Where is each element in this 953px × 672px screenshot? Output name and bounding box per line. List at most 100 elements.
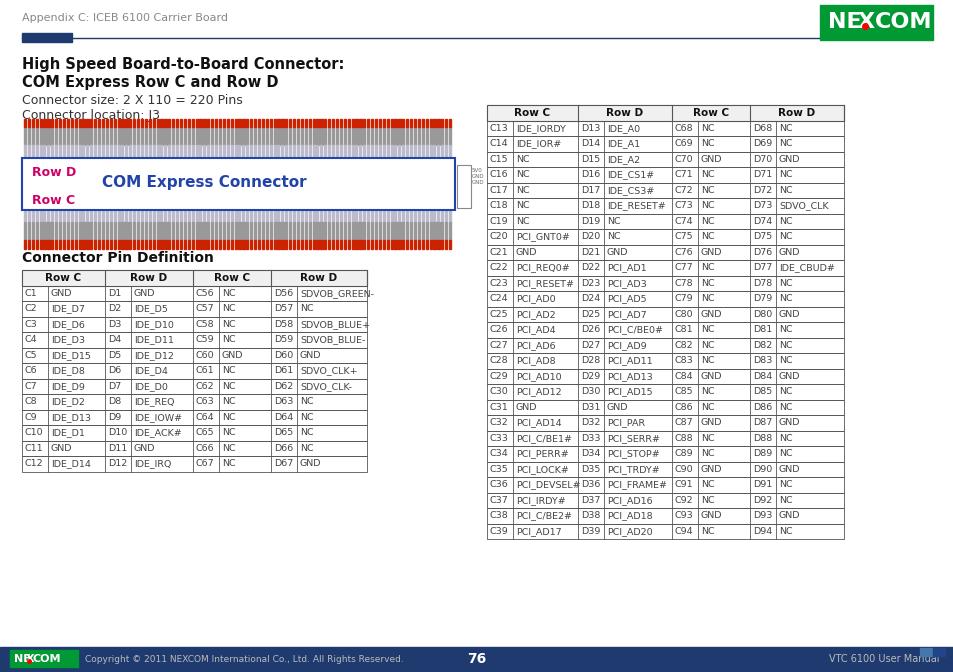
Text: Appendix C: ICEB 6100 Carrier Board: Appendix C: ICEB 6100 Carrier Board	[22, 13, 228, 23]
Bar	[402, 127, 404, 145]
Bar	[242, 119, 244, 127]
Bar	[281, 240, 283, 249]
Bar	[22, 425, 367, 441]
Bar	[406, 210, 408, 222]
Bar	[242, 222, 244, 240]
Bar	[274, 145, 275, 158]
Bar	[486, 322, 843, 337]
Bar	[421, 222, 423, 240]
Bar	[152, 127, 154, 145]
Bar	[117, 119, 120, 127]
Bar	[417, 119, 419, 127]
Text: NC: NC	[222, 320, 235, 329]
Text: VTC 6100 User Manual: VTC 6100 User Manual	[828, 654, 939, 664]
Bar	[40, 222, 42, 240]
Bar	[176, 222, 178, 240]
Bar	[234, 240, 236, 249]
Bar	[35, 240, 38, 249]
Bar	[486, 276, 843, 291]
Bar	[300, 127, 303, 145]
Bar	[91, 119, 92, 127]
Text: C65: C65	[195, 428, 214, 437]
Bar	[433, 222, 436, 240]
Bar	[355, 240, 357, 249]
Text: D20: D20	[580, 233, 599, 241]
Text: PCI_AD20: PCI_AD20	[606, 527, 652, 536]
Bar	[486, 198, 843, 214]
Text: GND: GND	[133, 289, 155, 298]
Bar	[296, 240, 299, 249]
Text: NC: NC	[779, 387, 792, 396]
Text: C13: C13	[490, 124, 508, 133]
Bar	[231, 145, 233, 158]
Text: GND: GND	[779, 511, 800, 520]
Bar	[63, 145, 65, 158]
Bar	[335, 210, 337, 222]
Text: PCI_RESET#: PCI_RESET#	[516, 279, 574, 288]
Bar	[24, 119, 26, 127]
Bar	[59, 240, 61, 249]
Bar	[277, 127, 279, 145]
Bar	[102, 240, 104, 249]
Bar	[486, 151, 843, 167]
Text: PCI_AD10: PCI_AD10	[516, 372, 561, 381]
Bar	[234, 145, 236, 158]
Bar	[363, 210, 365, 222]
Bar	[300, 210, 302, 222]
Bar	[35, 222, 38, 240]
Bar	[250, 127, 253, 145]
Bar	[137, 222, 139, 240]
Text: SDVO_CLK: SDVO_CLK	[779, 201, 828, 210]
Bar	[234, 127, 236, 145]
Text: C89: C89	[675, 450, 693, 458]
Bar	[486, 368, 843, 384]
Bar	[242, 240, 244, 249]
Bar	[371, 222, 373, 240]
Bar	[156, 240, 158, 249]
Bar	[133, 119, 135, 127]
Bar	[486, 136, 843, 151]
Bar	[22, 409, 367, 425]
Text: D12: D12	[108, 459, 127, 468]
Text: C70: C70	[675, 155, 693, 164]
Bar	[367, 222, 369, 240]
Bar	[22, 456, 367, 472]
Text: GND: GND	[779, 372, 800, 381]
Bar	[67, 119, 69, 127]
Bar	[31, 119, 34, 127]
Bar	[257, 240, 260, 249]
Text: C4: C4	[25, 335, 37, 344]
Bar	[133, 210, 135, 222]
Text: Row C: Row C	[692, 108, 728, 118]
Bar	[486, 353, 843, 368]
Text: D58: D58	[274, 320, 293, 329]
Bar	[429, 222, 432, 240]
Bar	[44, 127, 46, 145]
Bar	[164, 119, 167, 127]
Bar	[441, 240, 443, 249]
Bar	[176, 240, 178, 249]
Text: C84: C84	[675, 372, 693, 381]
Text: PCI_IRDY#: PCI_IRDY#	[516, 496, 565, 505]
Text: NE: NE	[827, 13, 861, 32]
Bar	[141, 210, 143, 222]
Bar	[486, 337, 843, 353]
Text: Row D: Row D	[131, 273, 168, 283]
Bar	[223, 127, 225, 145]
Text: NC: NC	[779, 279, 792, 288]
Text: PCI_AD2: PCI_AD2	[516, 310, 555, 319]
Bar	[371, 119, 373, 127]
Bar	[304, 119, 307, 127]
Text: NC: NC	[700, 294, 714, 303]
Text: C37: C37	[490, 496, 508, 505]
Text: NC: NC	[779, 450, 792, 458]
Text: NC: NC	[700, 341, 714, 349]
Bar	[168, 119, 171, 127]
Bar	[121, 210, 123, 222]
Text: IDE_A1: IDE_A1	[606, 139, 639, 149]
Text: C26: C26	[490, 325, 508, 334]
Bar	[270, 145, 272, 158]
Bar	[180, 145, 182, 158]
Text: IDE_D4: IDE_D4	[133, 366, 168, 375]
Bar	[486, 306, 843, 322]
